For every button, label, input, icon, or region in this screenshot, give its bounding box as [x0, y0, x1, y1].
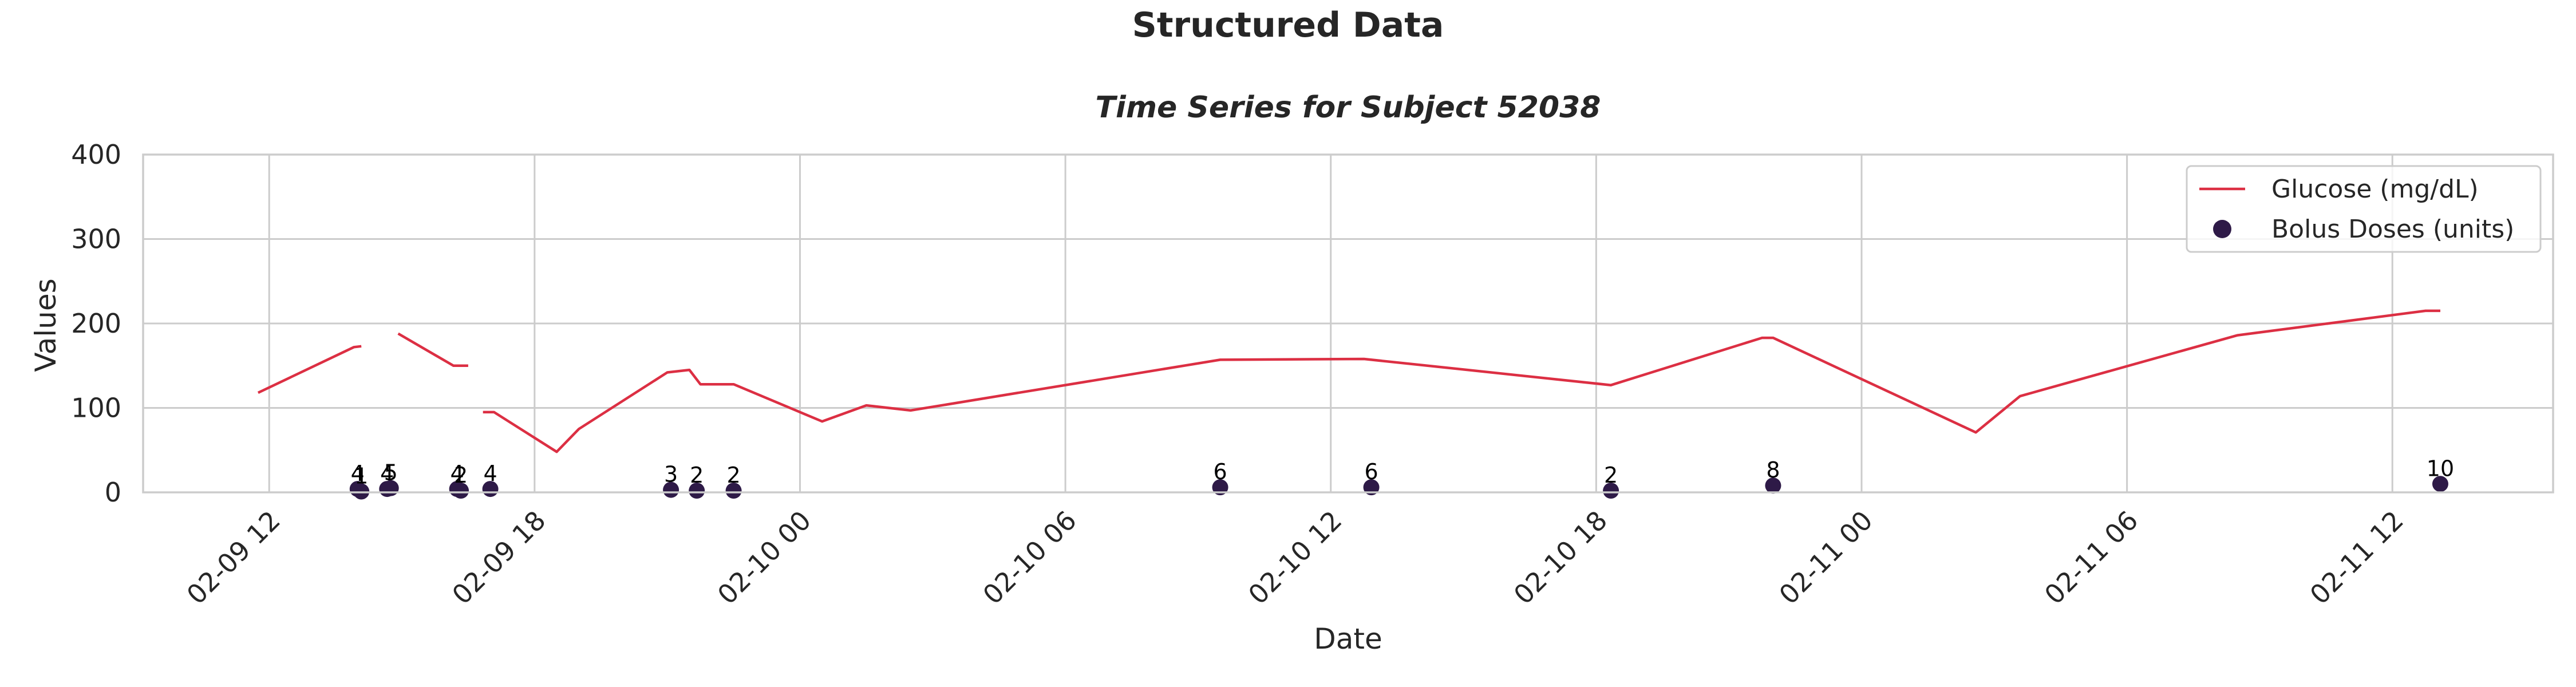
- bolus-dose-label: 5: [384, 460, 398, 485]
- bolus-dose-point: [1603, 483, 1619, 499]
- bolus-dose-point: [663, 481, 679, 498]
- bolus-dose-label: 6: [1213, 459, 1227, 484]
- bolus-dose-point: [725, 483, 742, 499]
- bolus-dose-label: 2: [726, 463, 740, 488]
- figure-title: Structured Data: [1132, 5, 1444, 45]
- bolus-dose-label: 2: [690, 463, 704, 488]
- bolus-dose-label: 8: [1766, 457, 1780, 483]
- y-axis-label: Values: [29, 278, 62, 372]
- bolus-dose-label: 2: [454, 463, 468, 488]
- bolus-dose-label: 3: [664, 462, 678, 487]
- legend-bolus-label: Bolus Doses (units): [2271, 215, 2514, 244]
- bolus-dose-point: [1363, 479, 1380, 496]
- legend-bolus-swatch: [2213, 220, 2231, 238]
- bolus-dose-point: [453, 483, 469, 499]
- bolus-dose-point: [689, 483, 705, 499]
- plot-data: 41 45 42 4 3 2 2 6 6 2 8 10: [257, 309, 2454, 500]
- bolus-dose-label: 4: [483, 461, 497, 486]
- legend-glucose-label: Glucose (mg/dL): [2271, 175, 2479, 204]
- bolus-dose-label: 10: [2427, 456, 2454, 481]
- chart-title: Time Series for Subject 52038: [1096, 90, 1601, 125]
- legend: Glucose (mg/dL) Bolus Doses (units): [2186, 165, 2542, 253]
- glucose-line: [397, 332, 468, 368]
- legend-box: [2186, 165, 2542, 253]
- y-tick-label: 200: [71, 308, 121, 339]
- y-tick-label: 0: [105, 477, 121, 508]
- glucose-line: [257, 345, 362, 394]
- bolus-dose-label: 2: [1604, 463, 1618, 488]
- bolus-dose-point: [1212, 479, 1228, 496]
- y-tick-label: 400: [71, 139, 121, 170]
- bolus-dose-label: 1: [354, 464, 368, 489]
- y-tick-label: 100: [71, 393, 121, 424]
- bolus-dose-label: 4: [351, 461, 365, 486]
- bolus-dose-label: 6: [1364, 459, 1378, 484]
- y-tick-label: 300: [71, 224, 121, 255]
- bolus-dose-point: [2432, 476, 2448, 492]
- x-axis-label: Date: [1314, 622, 1382, 656]
- bolus-dose-point: [1765, 477, 1781, 494]
- plot-frame: [142, 153, 2554, 493]
- glucose-line: [483, 309, 2440, 453]
- bolus-dose-label: 4: [451, 461, 464, 486]
